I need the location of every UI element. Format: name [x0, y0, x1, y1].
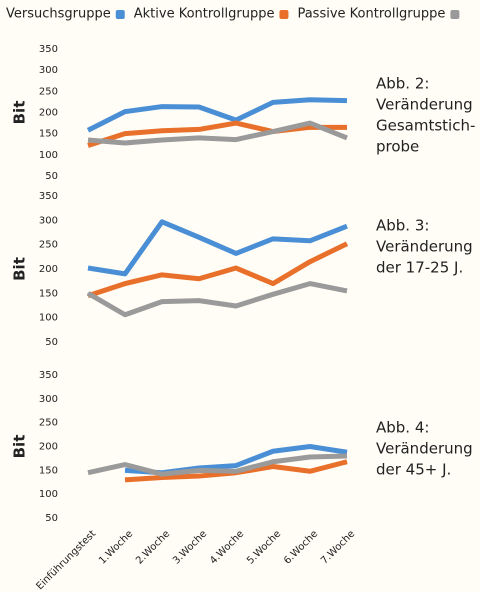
- x-tick-label: 4.Woche: [208, 528, 246, 566]
- x-tick-label: 2.Woche: [134, 528, 172, 566]
- series-line: [86, 97, 348, 133]
- y-tick-label: 100: [39, 150, 58, 161]
- annotation: probe: [376, 138, 419, 156]
- annotation: Abb. 3:: [376, 217, 429, 235]
- annotation: Abb. 2:: [376, 75, 429, 93]
- series-line: [87, 120, 347, 148]
- y-tick-label: 100: [39, 489, 58, 500]
- x-tick-label: Einführungstest: [34, 528, 98, 592]
- annotation: Veränderung: [376, 96, 473, 114]
- y-tick-label: 100: [39, 313, 58, 324]
- y-tick-label: 50: [45, 513, 58, 524]
- y-tick-label: 250: [39, 86, 58, 97]
- y-axis-label: Bit: [11, 101, 29, 125]
- x-tick-label: 1.Woche: [97, 528, 135, 566]
- legend-label: Passive Kontrollgruppe: [297, 7, 445, 22]
- y-tick-label: 350: [39, 44, 58, 55]
- y-tick-label: 250: [39, 240, 58, 251]
- y-tick-label: 200: [39, 108, 58, 119]
- y-axis-label: Bit: [11, 435, 29, 459]
- annotation: Gesamtstich-: [376, 117, 475, 135]
- series-line: [86, 281, 348, 318]
- legend-label: Versuchsgruppe: [6, 7, 111, 22]
- y-tick-label: 300: [39, 65, 58, 76]
- x-tick-label: 7.Woche: [319, 528, 357, 566]
- y-tick-label: 250: [39, 418, 58, 429]
- annotation: der 17-25 J.: [376, 259, 463, 277]
- y-tick-label: 150: [39, 288, 58, 299]
- annotation: Veränderung: [376, 440, 473, 458]
- y-tick-label: 200: [39, 442, 58, 453]
- y-tick-label: 200: [39, 264, 58, 275]
- y-tick-label: 50: [45, 337, 58, 348]
- annotation: Abb. 4:: [376, 419, 429, 437]
- y-tick-label: 150: [39, 465, 58, 476]
- annotation: Veränderung: [376, 238, 473, 256]
- y-axis-label: Bit: [11, 257, 29, 281]
- x-tick-label: 3.Woche: [171, 528, 209, 566]
- series-line: [87, 219, 348, 277]
- legend-marker: [279, 10, 289, 19]
- y-tick-label: 350: [39, 191, 58, 202]
- x-tick-label: 6.Woche: [282, 528, 320, 566]
- series-line: [87, 120, 348, 146]
- y-tick-label: 300: [39, 394, 58, 405]
- legend-label: Aktive Kontrollgruppe: [134, 7, 275, 22]
- series-line: [87, 241, 349, 299]
- annotation: der 45+ J.: [376, 461, 451, 479]
- y-tick-label: 350: [39, 370, 58, 381]
- y-tick-label: 50: [45, 171, 58, 182]
- x-tick-label: 5.Woche: [245, 528, 283, 566]
- series-line: [87, 453, 348, 477]
- legend-marker: [450, 10, 460, 19]
- legend-marker: [115, 10, 125, 19]
- y-tick-label: 300: [39, 215, 58, 226]
- y-tick-label: 150: [39, 129, 58, 140]
